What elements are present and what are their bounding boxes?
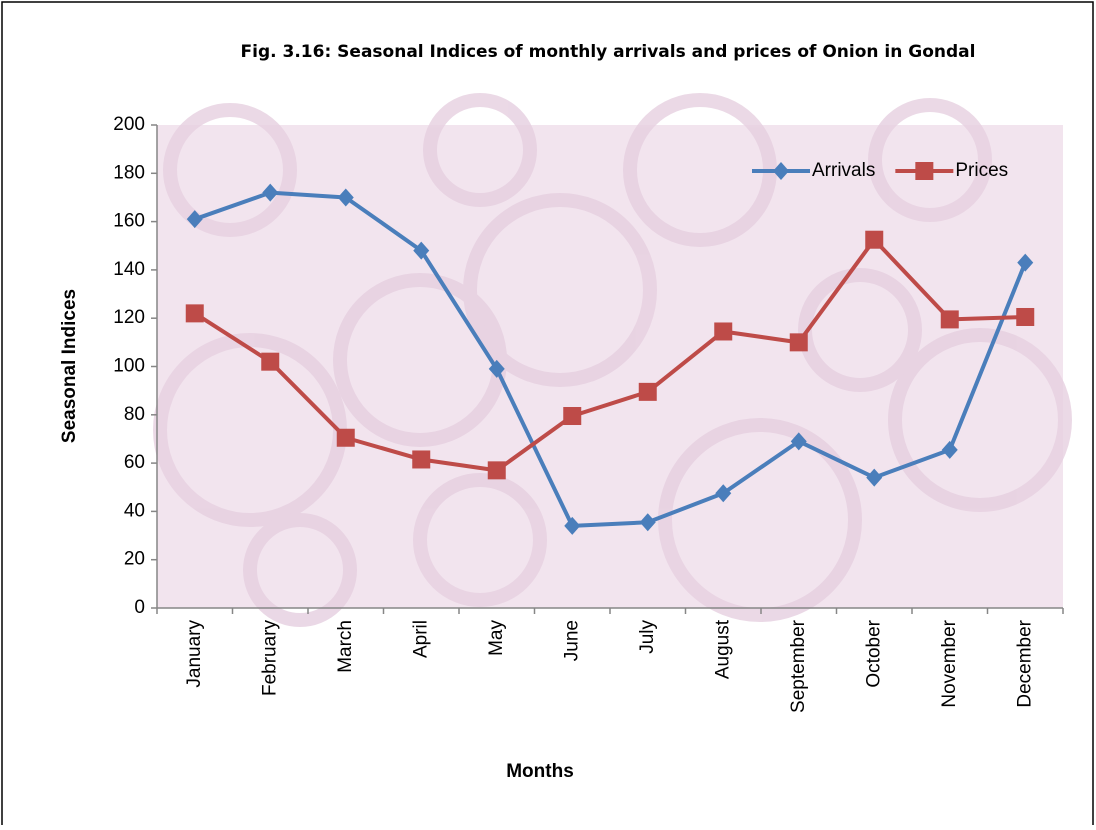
x-tick-label: June <box>561 620 582 661</box>
y-tick-label: 120 <box>113 307 145 328</box>
y-tick-label: 60 <box>124 452 145 473</box>
x-tick-label: October <box>863 619 884 687</box>
x-tick-label: August <box>712 619 733 679</box>
y-tick-label: 160 <box>113 211 145 232</box>
point <box>563 407 581 425</box>
y-tick-label: 40 <box>124 500 145 521</box>
chart-title: Fig. 3.16: Seasonal Indices of monthly a… <box>241 42 976 62</box>
legend-label: Arrivals <box>812 160 875 181</box>
point <box>412 450 430 468</box>
point <box>337 429 355 447</box>
y-tick-label: 140 <box>113 259 145 280</box>
x-tick-label: December <box>1014 619 1035 707</box>
point <box>714 322 732 340</box>
point <box>261 353 279 371</box>
x-tick-label: February <box>259 620 280 697</box>
point <box>790 333 808 351</box>
x-axis-title: Months <box>506 761 574 782</box>
x-tick-label: September <box>788 619 809 713</box>
x-tick-label: May <box>486 620 507 656</box>
y-tick-label: 0 <box>134 597 145 618</box>
y-axis-title: Seasonal Indices <box>59 289 80 443</box>
point <box>941 310 959 328</box>
y-tick-label: 80 <box>124 404 145 425</box>
point <box>639 383 657 401</box>
x-tick-label: March <box>335 620 356 673</box>
point <box>1016 308 1034 326</box>
x-tick-label: November <box>939 619 960 707</box>
point <box>186 304 204 322</box>
legend-marker <box>915 162 933 180</box>
y-tick-label: 180 <box>113 162 145 183</box>
chart: Fig. 3.16: Seasonal Indices of monthly a… <box>0 0 1096 825</box>
page: {"chart_data": {"type": "line", "title":… <box>0 0 1096 830</box>
point <box>488 461 506 479</box>
x-tick-label: July <box>637 620 658 654</box>
point <box>865 231 883 249</box>
y-tick-label: 20 <box>124 549 145 570</box>
y-tick-label: 100 <box>113 356 145 377</box>
legend-label: Prices <box>955 160 1008 181</box>
x-tick-label: January <box>184 620 205 688</box>
y-tick-label: 200 <box>113 114 145 135</box>
x-tick-label: April <box>410 620 431 658</box>
